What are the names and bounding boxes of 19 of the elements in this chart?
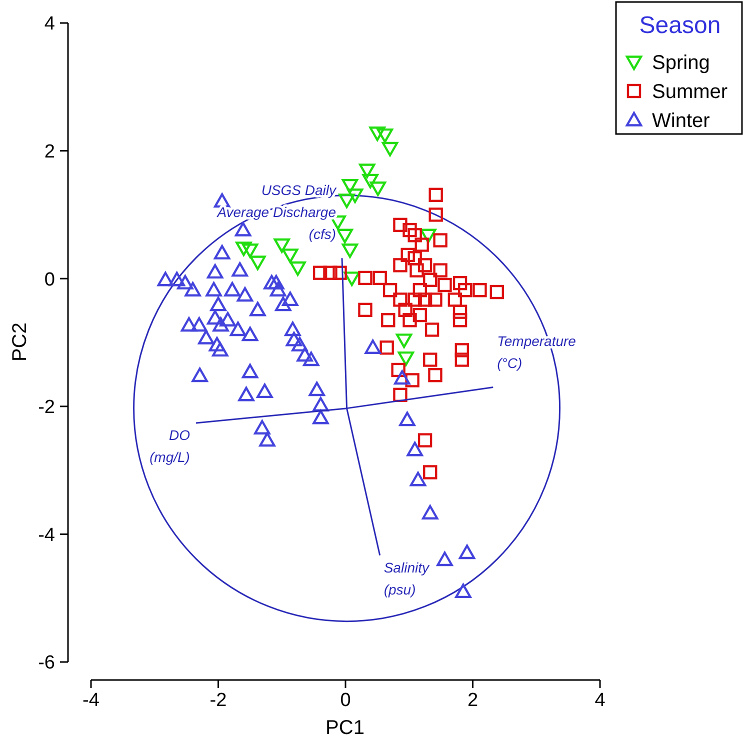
y-axis-title: PC2 [9, 322, 31, 362]
y-tick-label: 2 [44, 141, 55, 162]
y-tick-label: -6 [38, 652, 55, 674]
x-tick-label: 0 [340, 690, 351, 711]
x-tick-label: -2 [210, 690, 227, 711]
y-tick-label: -4 [38, 524, 56, 546]
y-tick-label: 4 [44, 14, 56, 35]
x-tick-label: -4 [82, 690, 100, 711]
x-tick-label: 2 [467, 690, 478, 711]
legend-label: Winter [652, 110, 710, 132]
x-axis-title: PC1 [326, 717, 364, 739]
y-tick-label: 0 [44, 269, 55, 290]
y-tick-label: -2 [38, 397, 55, 418]
x-tick-label: 4 [594, 690, 606, 711]
legend-title: Season [639, 12, 721, 39]
annotation: Salinity (psu) [384, 559, 430, 598]
legend-label: Spring [652, 52, 710, 74]
annotation: DO (mg/L) [150, 427, 190, 466]
legend-label: Summer [652, 81, 728, 103]
